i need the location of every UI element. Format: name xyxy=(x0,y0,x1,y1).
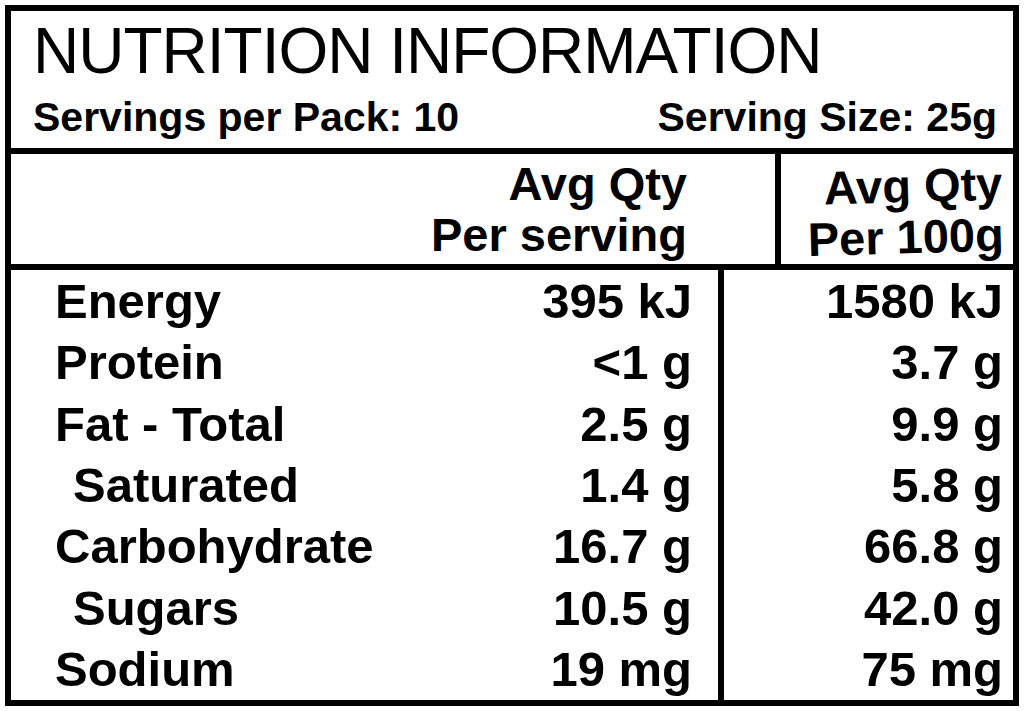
nutrient-row-energy: Energy 395 kJ 1580 kJ xyxy=(11,270,1013,331)
nutrient-row-sugars: Sugars 10.5 g 42.0 g xyxy=(11,577,1013,638)
per-serving-value: 1.4 g xyxy=(580,457,692,513)
per-serving-value: 19 mg xyxy=(550,641,692,697)
per-100g-value: 66.8 g xyxy=(724,516,1013,577)
nutrient-name: Carbohydrate xyxy=(55,518,374,574)
per-serving-value: 10.5 g xyxy=(553,580,692,636)
nutrient-name: Protein xyxy=(55,334,224,390)
per-serving-value: <1 g xyxy=(593,334,692,390)
per-serving-value: 16.7 g xyxy=(553,518,692,574)
column-header-per-100g: Avg Qty Per 100g xyxy=(780,153,1015,269)
nutrient-name: Sugars xyxy=(73,580,239,636)
per-serving-header-line2: Per serving xyxy=(11,209,687,260)
per-100g-value: 9.9 g xyxy=(724,393,1013,454)
per-100g-value: 5.8 g xyxy=(724,454,1013,515)
label-title: NUTRITION INFORMATION xyxy=(33,17,997,85)
nutrient-row-saturated: Saturated 1.4 g 5.8 g xyxy=(11,454,1013,515)
per-100g-value: 75 mg xyxy=(724,639,1013,700)
per-100g-value: 1580 kJ xyxy=(724,270,1013,331)
per-100g-value: 42.0 g xyxy=(724,577,1013,638)
servings-per-pack: Servings per Pack: 10 xyxy=(33,94,459,140)
nutrition-label: NUTRITION INFORMATION Servings per Pack:… xyxy=(5,5,1019,706)
nutrient-name: Fat - Total xyxy=(55,396,285,452)
per-serving-header-line1: Avg Qty xyxy=(11,158,687,209)
label-header-section: NUTRITION INFORMATION Servings per Pack:… xyxy=(11,11,1013,148)
servings-row: Servings per Pack: 10 Serving Size: 25g xyxy=(33,94,997,140)
nutrient-row-sodium: Sodium 19 mg 75 mg xyxy=(11,639,1013,700)
nutrient-name: Sodium xyxy=(55,641,235,697)
per-100g-header-line1: Avg Qty xyxy=(780,158,1003,215)
per-100g-value: 3.7 g xyxy=(724,331,1013,392)
per-100g-header-line2: Per 100g xyxy=(781,209,1004,266)
nutrient-row-fat-total: Fat - Total 2.5 g 9.9 g xyxy=(11,393,1013,454)
nutrient-row-protein: Protein <1 g 3.7 g xyxy=(11,331,1013,392)
nutrient-row-carbohydrate: Carbohydrate 16.7 g 66.8 g xyxy=(11,516,1013,577)
column-header-per-serving: Avg Qty Per serving xyxy=(11,154,775,264)
nutrient-name: Energy xyxy=(55,273,221,329)
serving-size: Serving Size: 25g xyxy=(657,94,997,140)
column-header-row: Avg Qty Per serving Avg Qty Per 100g xyxy=(11,154,1013,264)
per-serving-value: 395 kJ xyxy=(542,273,692,329)
nutrient-table-body: Energy 395 kJ 1580 kJ Protein <1 g 3.7 g… xyxy=(11,270,1013,700)
per-serving-value: 2.5 g xyxy=(580,396,692,452)
nutrient-name: Saturated xyxy=(73,457,299,513)
